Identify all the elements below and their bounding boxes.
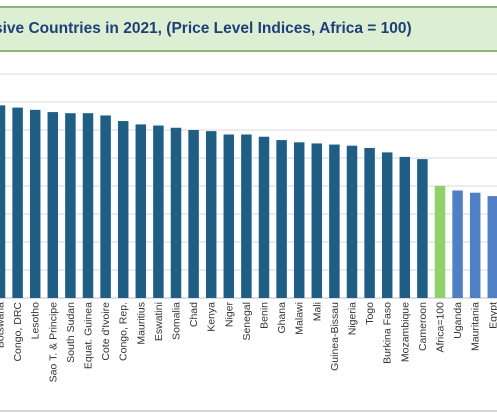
bar-uganda: [452, 190, 463, 298]
bar-ghana: [276, 140, 287, 298]
bar-benin: [258, 136, 270, 298]
bar-burkina-faso: [381, 152, 393, 298]
x-tick-label: Uganda: [452, 302, 464, 339]
bar-mozambique: [399, 156, 411, 298]
chart-bottom-border: [0, 410, 497, 412]
x-tick-label: Mozambique: [399, 302, 411, 362]
x-tick-label: Kenya: [206, 302, 218, 332]
x-tick-label: Nigeria: [347, 302, 359, 335]
bar-lesotho: [29, 109, 41, 298]
x-tick-label: South Sudan: [65, 302, 77, 363]
bar-congo-rep: [117, 121, 129, 298]
x-tick-label: Cote d'Ivoire: [100, 302, 112, 361]
x-tick-label: Egypt: [487, 302, 497, 329]
x-tick-label: Malawi: [294, 302, 306, 335]
x-tick-label: Congo, DRC: [12, 302, 24, 362]
bar-guinea-bissau: [329, 144, 340, 298]
x-tick-label: Chad: [188, 302, 200, 327]
bar-sao-t-principe: [47, 112, 59, 298]
x-tick-label: Congo, Rep.: [118, 302, 130, 361]
bar-senegal: [241, 134, 252, 298]
x-tick-label: Eswatini: [153, 302, 165, 341]
chart-title-banner: sive Countries in 2021, (Price Level Ind…: [0, 6, 497, 52]
x-tick-label: Equat. Guinea: [83, 302, 95, 369]
x-tick-label: Sao T. & Principe: [47, 302, 59, 383]
bar-congo-drc: [12, 107, 23, 298]
bar-mali: [311, 143, 323, 298]
bar-cameroon: [417, 159, 428, 298]
x-tick-label: Africa=100: [435, 302, 447, 353]
x-tick-label: Botswana: [0, 302, 7, 348]
bar-niger: [223, 134, 235, 298]
x-tick-label: Niger: [223, 301, 235, 327]
x-tick-label: Senegal: [241, 302, 253, 341]
bar-somalia: [170, 127, 182, 298]
bar-south-sudan: [65, 113, 76, 298]
bar-mauritania: [469, 192, 481, 298]
bar-nigeria: [346, 145, 358, 298]
bar-chad: [188, 130, 199, 298]
x-tick-label: Mali: [311, 302, 323, 321]
bar-botswana: [0, 105, 6, 298]
x-tick-label: Somalia: [171, 302, 183, 340]
x-tick-label: Cameroon: [417, 302, 429, 351]
x-tick-label: Togo: [364, 302, 376, 325]
bar-eswatini: [153, 125, 164, 299]
x-tick-label: Guinea-Bissau: [329, 302, 341, 371]
x-tick-label: Mauritania: [470, 302, 482, 351]
x-tick-label: Burkina Faso: [382, 302, 394, 364]
x-tick-label: Ghana: [276, 302, 288, 334]
bar-africa-100: [434, 186, 446, 298]
bar-equat-guinea: [82, 113, 94, 298]
x-tick-label: Lesotho: [30, 302, 42, 340]
bar-kenya: [205, 131, 217, 298]
bar-malawi: [293, 142, 305, 298]
chart-title: sive Countries in 2021, (Price Level Ind…: [0, 20, 412, 37]
x-tick-label: Benin: [259, 302, 271, 329]
x-tick-label: Mauritius: [135, 302, 147, 345]
bar-mauritius: [135, 124, 147, 299]
bar-cote-d-ivoire: [100, 115, 111, 298]
bar-togo: [364, 147, 375, 298]
bar-egypt: [487, 196, 497, 298]
